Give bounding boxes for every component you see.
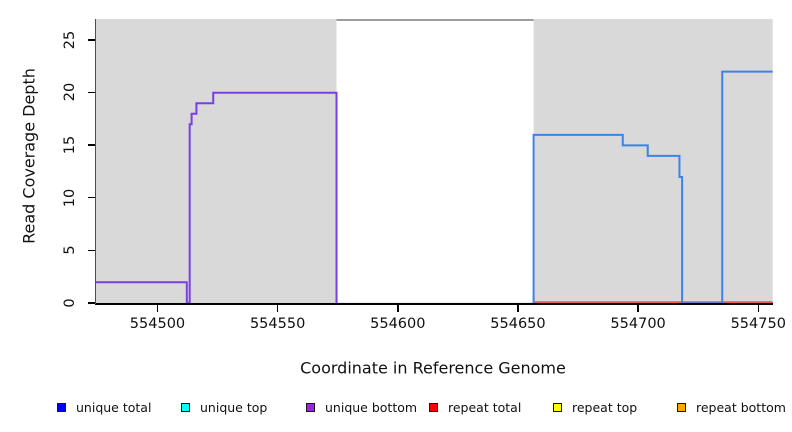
unique-total-swatch-icon bbox=[57, 402, 66, 412]
y-tick-label: 20 bbox=[62, 83, 78, 102]
y-tick-label: 0 bbox=[62, 298, 78, 308]
y-tick bbox=[88, 144, 95, 146]
repeat-bottom-swatch-icon bbox=[677, 402, 686, 412]
unique-bottom-line bbox=[95, 91, 338, 304]
y-tick bbox=[88, 196, 95, 199]
x-axis-line bbox=[95, 303, 773, 305]
y-tick-label: 10 bbox=[62, 188, 78, 207]
legend-item-unique-top: unique top bbox=[181, 398, 267, 416]
x-tick-label: 554700 bbox=[610, 316, 666, 332]
x-tick-label: 554650 bbox=[490, 316, 546, 332]
legend-item-repeat-top: repeat top bbox=[553, 398, 637, 416]
repeat-total-swatch-icon bbox=[429, 402, 438, 412]
repeat-region-shading bbox=[95, 18, 337, 303]
legend-label: repeat bottom bbox=[696, 399, 786, 415]
repeat-top-swatch-icon bbox=[553, 402, 562, 412]
repeat-region-shading bbox=[533, 18, 773, 303]
legend-item-repeat-bottom: repeat bottom bbox=[677, 398, 786, 416]
legend-label: unique total bbox=[76, 399, 152, 415]
y-tick-label: 25 bbox=[62, 30, 78, 49]
x-axis-title: Coordinate in Reference Genome bbox=[300, 358, 566, 378]
x-tick-label: 554500 bbox=[129, 316, 186, 332]
y-tick bbox=[88, 302, 95, 304]
x-tick bbox=[276, 304, 279, 312]
plot-canvas bbox=[95, 18, 773, 305]
unique-bottom-swatch-icon bbox=[306, 402, 315, 412]
legend-label: repeat top bbox=[572, 399, 638, 415]
chart-legend: unique total unique top unique bottom re… bbox=[0, 398, 792, 418]
x-tick bbox=[757, 304, 760, 312]
unique-total-line bbox=[532, 70, 773, 304]
plot-left-border bbox=[95, 18, 96, 304]
y-axis-title: Read Coverage Depth bbox=[19, 68, 39, 244]
y-tick bbox=[88, 249, 95, 252]
legend-item-unique-total: unique total bbox=[57, 398, 151, 416]
x-tick-label: 554550 bbox=[249, 316, 306, 332]
legend-label: unique bottom bbox=[325, 399, 418, 415]
legend-label: unique top bbox=[200, 399, 268, 415]
y-tick bbox=[88, 39, 95, 41]
unique-top-swatch-icon bbox=[181, 402, 190, 412]
y-tick-label: 5 bbox=[62, 245, 78, 255]
x-tick bbox=[637, 304, 639, 312]
x-tick bbox=[517, 304, 519, 312]
y-tick-label: 15 bbox=[62, 135, 78, 155]
y-tick bbox=[88, 91, 95, 94]
x-tick bbox=[156, 304, 159, 312]
x-tick-label: 554750 bbox=[730, 316, 786, 332]
legend-item-repeat-total: repeat total bbox=[429, 398, 521, 416]
x-tick bbox=[397, 304, 399, 312]
legend-item-unique-bottom: unique bottom bbox=[306, 398, 417, 416]
x-tick-label: 554600 bbox=[370, 316, 426, 332]
legend-label: repeat total bbox=[448, 399, 522, 415]
